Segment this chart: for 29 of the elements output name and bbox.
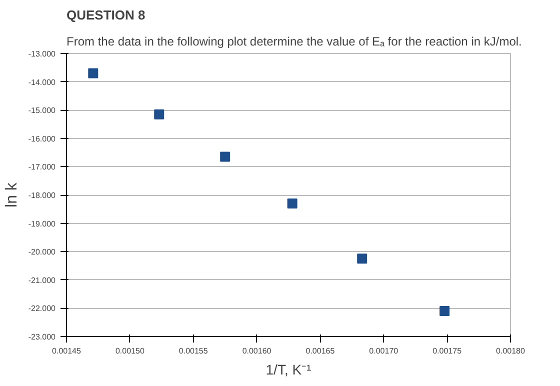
x-tick-label: 0.00145 [52, 346, 82, 356]
y-tick-label: -22.000 [28, 304, 56, 314]
point [220, 152, 230, 162]
x-tick-label: 0.00175 [432, 346, 462, 356]
y-tick-label: -21.000 [28, 276, 56, 285]
point [287, 198, 298, 208]
x-tick-label: 0.00170 [369, 346, 399, 356]
point [357, 254, 368, 264]
chart-title: QUESTION 8 [66, 8, 146, 22]
y-tick-label: -17.000 [28, 162, 56, 172]
y-tick-label: -19.000 [28, 219, 56, 228]
y-tick-label: -18.000 [28, 191, 56, 200]
y-tick-label: -20.000 [28, 248, 56, 257]
y-tick-label: -13.000 [28, 50, 56, 58]
x-tick-label: 0.00165 [306, 346, 336, 356]
y-tick-label: -15.000 [28, 106, 56, 116]
point [88, 68, 98, 78]
point [154, 109, 164, 120]
chart-subtitle: From the data in the following plot determine the value of Eₐ for the reaction in kJ/mol. [66, 34, 522, 48]
y-tick-label: -16.000 [28, 134, 56, 144]
point [440, 306, 450, 316]
x-axis-title: 1/T, K⁻¹ [266, 362, 312, 378]
x-tick-label: 0.00180 [496, 346, 526, 356]
y-axis-title: ln k [3, 182, 20, 208]
x-tick-label: 0.00160 [242, 346, 272, 356]
x-tick-label: 0.00150 [115, 346, 145, 356]
x-tick-label: 0.00155 [178, 346, 208, 356]
y-tick-label: -23.000 [28, 332, 56, 342]
y-tick-label: -14.000 [28, 78, 56, 87]
